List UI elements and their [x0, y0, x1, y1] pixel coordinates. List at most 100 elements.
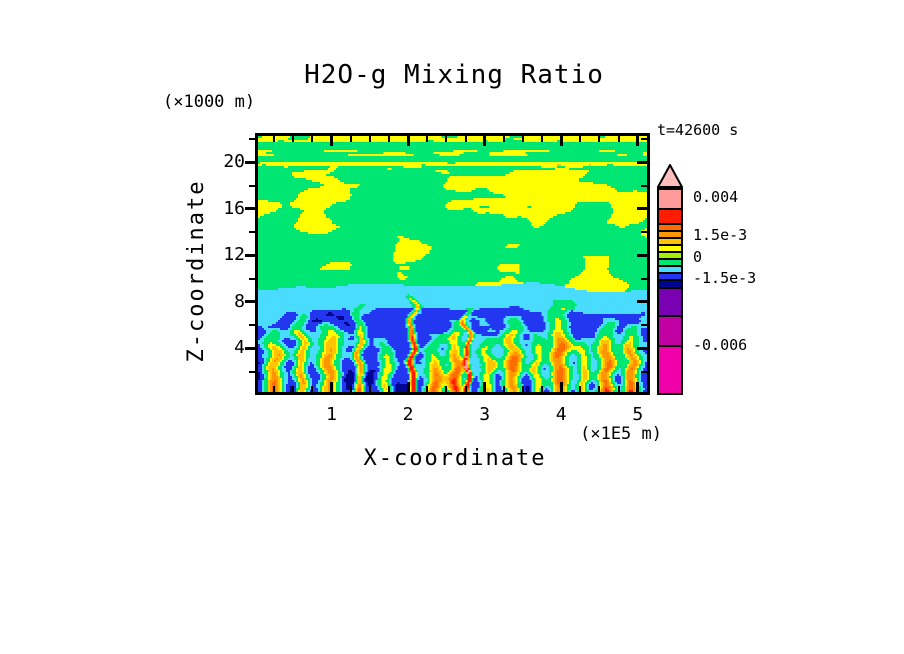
x-minor-tick-top	[273, 136, 276, 142]
colorbar-segment	[659, 210, 681, 225]
colorbar-arrow-tip	[657, 164, 683, 188]
x-minor-tick-bottom	[292, 386, 295, 392]
x-minor-tick-bottom	[579, 386, 582, 392]
y-minor-tick-right	[641, 138, 647, 141]
x-major-tick-bottom	[636, 382, 640, 392]
x-minor-tick-top	[292, 136, 295, 142]
colorbar-segment	[659, 267, 681, 274]
colorbar-segment	[659, 232, 681, 239]
x-tick-label: 3	[479, 404, 491, 425]
plot-frame	[255, 133, 650, 395]
x-minor-tick-bottom	[502, 386, 505, 392]
colorbar-tick-label: 0.004	[693, 188, 739, 206]
y-minor-tick-right	[641, 277, 647, 280]
x-minor-tick-top	[521, 136, 524, 142]
x-major-tick-bottom	[330, 382, 334, 392]
x-minor-tick-bottom	[426, 386, 429, 392]
x-minor-tick-top	[502, 136, 505, 142]
x-major-tick-bottom	[559, 382, 563, 392]
time-annotation: t=42600 s	[657, 121, 739, 139]
y-minor-tick-left	[249, 138, 255, 141]
y-major-tick-left	[245, 160, 255, 164]
colorbar-tick-label: -1.5e-3	[693, 269, 757, 287]
colorbar-segment	[659, 274, 681, 281]
x-minor-tick-bottom	[541, 386, 544, 392]
y-minor-tick-right	[641, 324, 647, 327]
colorbar-tick-label: 0	[693, 248, 703, 266]
colorbar-segment	[659, 260, 681, 267]
y-major-tick-right	[637, 160, 647, 164]
x-minor-tick-bottom	[598, 386, 601, 392]
y-minor-tick-left	[249, 277, 255, 280]
colorbar-segment	[659, 246, 681, 253]
x-major-tick-top	[559, 136, 563, 146]
y-tick-label: 20	[223, 151, 245, 173]
colorbar-tick-label: 1.5e-3	[693, 226, 748, 244]
colorbar-segment	[659, 289, 681, 317]
x-minor-tick-top	[426, 136, 429, 142]
x-minor-tick-bottom	[311, 386, 314, 392]
y-tick-label: 8	[234, 290, 245, 312]
y-major-tick-right	[637, 207, 647, 211]
x-major-tick-bottom	[406, 382, 410, 392]
x-tick-label: 5	[632, 404, 644, 425]
y-minor-tick-right	[641, 231, 647, 234]
colorbar-segment	[659, 225, 681, 232]
y-tick-label: 4	[234, 337, 245, 359]
x-minor-tick-top	[541, 136, 544, 142]
y-minor-tick-right	[641, 370, 647, 373]
x-minor-tick-top	[368, 136, 371, 142]
colorbar-tick-label: -0.006	[693, 336, 748, 354]
contour-field	[258, 136, 647, 392]
x-minor-tick-top	[464, 136, 467, 142]
x-axis-unit-label: (×1E5 m)	[580, 424, 662, 444]
x-tick-label: 4	[555, 404, 567, 425]
x-major-tick-bottom	[483, 382, 487, 392]
y-major-tick-right	[637, 253, 647, 257]
y-major-tick-right	[637, 346, 647, 350]
y-major-tick-left	[245, 207, 255, 211]
colorbar-segment	[659, 347, 681, 393]
colorbar-segment	[659, 253, 681, 260]
colorbar: 0.004 1.5e-3 0 -1.5e-3 -0.006	[657, 164, 767, 406]
x-minor-tick-bottom	[445, 386, 448, 392]
x-major-tick-top	[406, 136, 410, 146]
y-major-tick-left	[245, 300, 255, 304]
y-major-tick-left	[245, 346, 255, 350]
y-major-tick-left	[245, 253, 255, 257]
y-axis-unit-label: (×1000 m)	[163, 92, 256, 112]
y-tick-label: 12	[223, 244, 245, 266]
x-tick-label: 2	[402, 404, 414, 425]
x-minor-tick-top	[617, 136, 620, 142]
x-minor-tick-bottom	[349, 386, 352, 392]
y-major-tick-right	[637, 300, 647, 304]
x-major-tick-top	[636, 136, 640, 146]
page-title: H2O-g Mixing Ratio	[304, 60, 604, 90]
y-tick-label: 16	[223, 197, 245, 219]
colorbar-bar	[657, 188, 683, 395]
x-major-tick-top	[330, 136, 334, 146]
x-minor-tick-top	[445, 136, 448, 142]
x-major-tick-top	[483, 136, 487, 146]
y-minor-tick-right	[641, 184, 647, 187]
y-minor-tick-left	[249, 184, 255, 187]
x-axis-title: X-coordinate	[363, 446, 547, 471]
colorbar-segment	[659, 317, 681, 347]
x-minor-tick-top	[387, 136, 390, 142]
y-minor-tick-left	[249, 324, 255, 327]
x-minor-tick-top	[598, 136, 601, 142]
y-minor-tick-left	[249, 370, 255, 373]
colorbar-segment	[659, 239, 681, 246]
colorbar-segment	[659, 190, 681, 210]
x-minor-tick-bottom	[521, 386, 524, 392]
x-minor-tick-top	[349, 136, 352, 142]
x-minor-tick-bottom	[368, 386, 371, 392]
x-minor-tick-bottom	[273, 386, 276, 392]
x-minor-tick-bottom	[387, 386, 390, 392]
x-tick-label: 1	[326, 404, 337, 425]
x-minor-tick-top	[579, 136, 582, 142]
x-minor-tick-bottom	[464, 386, 467, 392]
colorbar-segment	[659, 281, 681, 289]
x-minor-tick-top	[311, 136, 314, 142]
